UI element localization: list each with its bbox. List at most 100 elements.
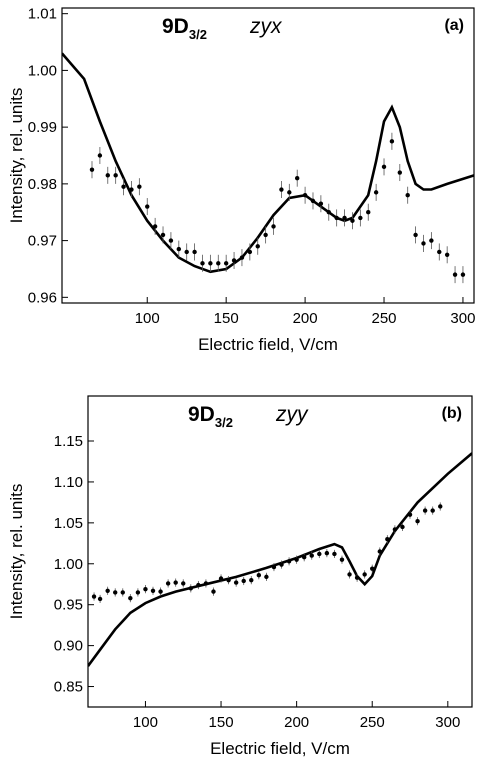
- data-point: [279, 187, 284, 192]
- panel-label: (a): [444, 17, 464, 34]
- data-point: [113, 173, 118, 178]
- data-point: [216, 261, 221, 266]
- y-tick-label: 0.96: [28, 289, 57, 306]
- data-point: [128, 595, 133, 601]
- data-point: [247, 249, 253, 255]
- polarization: zyx: [249, 15, 283, 38]
- x-tick-label: 150: [209, 714, 234, 731]
- data-point: [120, 590, 125, 595]
- data-point: [405, 193, 410, 198]
- data-point: [397, 170, 403, 175]
- data-point: [350, 218, 355, 223]
- x-tick-label: 100: [135, 310, 160, 327]
- data-point: [249, 577, 254, 583]
- data-point: [324, 550, 330, 556]
- state-subscript: 3/2: [215, 415, 233, 430]
- data-point: [255, 244, 260, 249]
- data-point: [188, 586, 194, 591]
- y-axis-title: Intensity, rel. units: [7, 88, 26, 224]
- data-point: [301, 555, 307, 560]
- data-point: [318, 201, 324, 206]
- y-tick-label: 1.00: [54, 556, 83, 573]
- data-point: [263, 232, 268, 238]
- data-point: [279, 562, 284, 567]
- x-tick-label: 150: [214, 310, 239, 327]
- y-tick-label: 0.85: [54, 679, 83, 696]
- data-point: [208, 261, 213, 266]
- data-point: [256, 573, 262, 578]
- x-tick-label: 250: [360, 714, 385, 731]
- data-point: [181, 581, 186, 586]
- data-point: [226, 577, 231, 583]
- data-point: [415, 519, 420, 524]
- data-point: [239, 255, 245, 260]
- plot-frame: [87, 395, 473, 708]
- data-point: [438, 504, 443, 509]
- x-tick-label: 250: [372, 310, 397, 327]
- data-point: [358, 215, 363, 221]
- y-tick-label: 1.01: [28, 6, 57, 23]
- polarization: zyy: [275, 403, 309, 426]
- x-tick-label: 100: [133, 714, 158, 731]
- data-point: [97, 596, 103, 602]
- data-point: [176, 246, 182, 252]
- y-tick-label: 1.15: [54, 433, 83, 450]
- data-point: [241, 578, 246, 584]
- y-tick-label: 1.05: [54, 515, 83, 532]
- data-point: [407, 512, 413, 517]
- data-point: [373, 190, 379, 195]
- data-point: [233, 580, 239, 585]
- x-tick-label: 200: [284, 714, 309, 731]
- data-point: [309, 553, 314, 558]
- y-tick-label: 1.10: [54, 474, 83, 491]
- data-point: [165, 581, 171, 586]
- data-point: [218, 576, 224, 581]
- data-point: [354, 575, 360, 580]
- data-point: [332, 551, 337, 557]
- data-point: [231, 258, 237, 263]
- data-point: [203, 581, 209, 586]
- data-point: [295, 175, 300, 181]
- data-point: [121, 184, 126, 189]
- state: 9D: [162, 15, 189, 38]
- state-subscript: 3/2: [189, 27, 207, 42]
- y-tick-label: 1.00: [28, 62, 57, 79]
- data-point: [271, 224, 276, 229]
- data-point: [294, 557, 299, 562]
- data-point: [113, 590, 118, 595]
- data-point: [91, 594, 97, 599]
- data-point: [362, 572, 367, 577]
- data-point: [160, 232, 166, 238]
- data-point: [302, 193, 308, 198]
- data-point: [200, 261, 205, 266]
- data-point: [264, 574, 269, 580]
- data-point: [429, 238, 434, 243]
- data-point: [271, 564, 277, 570]
- data-point: [223, 261, 229, 266]
- data-point: [137, 184, 142, 189]
- theory-curve: [88, 452, 472, 667]
- data-point: [150, 588, 156, 593]
- data-point: [145, 204, 150, 209]
- data-point: [317, 551, 322, 557]
- data-point: [158, 589, 163, 594]
- data-point: [105, 588, 110, 593]
- data-point: [211, 589, 216, 594]
- data-point: [381, 164, 387, 170]
- data-point: [413, 232, 418, 238]
- data-point: [339, 557, 345, 562]
- data-point: [105, 173, 110, 178]
- data-point: [421, 241, 426, 246]
- data-point: [196, 582, 201, 588]
- x-axis-title: Electric field, V/cm: [198, 335, 338, 354]
- data-point: [286, 559, 292, 564]
- data-point: [437, 249, 442, 255]
- panel: 100 150 200 250 300 0.85 0.90 0.95 1.00 1.05 1.10 1…: [7, 395, 473, 758]
- data-point: [89, 167, 95, 172]
- data-point: [342, 215, 347, 221]
- state-label: 9D3/2: [162, 15, 207, 42]
- data-point: [347, 572, 352, 577]
- data-point: [168, 238, 174, 243]
- data-point: [135, 590, 141, 595]
